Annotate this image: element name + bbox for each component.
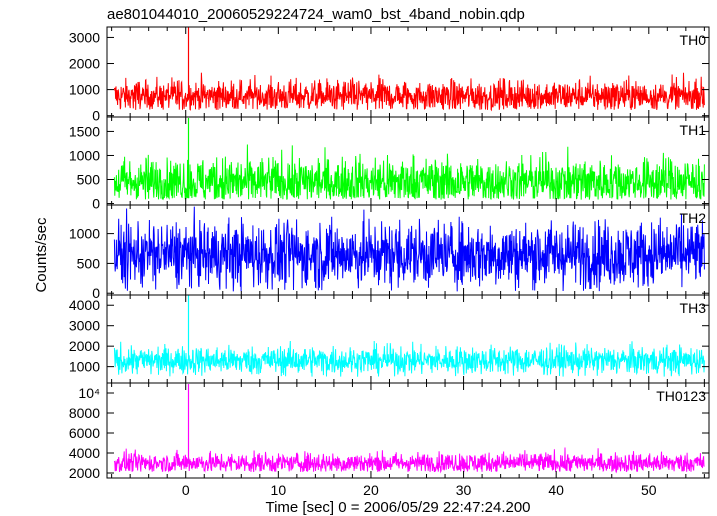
panel-th3: 1000 2000 3000 4000 TH3 [69,294,710,384]
chart-title: ae801044010_20060529224724_wam0_bst_4ban… [107,6,525,23]
series-line-th0123 [113,447,705,474]
y-tick-label: 10⁴ [78,385,100,401]
series-line-th1 [113,144,705,201]
series-line-th0 [113,72,705,112]
x-tick-label: 10 [271,482,287,498]
y-tick-label: 0 [92,196,100,212]
y-tick-label: 1000 [69,226,100,242]
y-tick-label: 4000 [69,445,100,461]
panel-th1: 0 500 1000 1500 TH1 [69,116,710,212]
x-tick-label: 40 [548,482,564,498]
panel-label: TH2 [680,210,707,226]
y-tick-label: 6000 [69,425,100,441]
panel-label: TH0123 [656,388,706,404]
y-tick-label: 1000 [69,359,100,375]
panel-th0: 0 1000 2000 3000 TH0 [69,26,710,124]
y-tick-label: 0 [92,108,100,124]
y-tick-label: 3000 [69,318,100,334]
panel-label: TH3 [680,300,707,316]
x-tick-label: 30 [456,482,472,498]
y-tick-label: 2000 [69,56,100,72]
y-tick-label: 2000 [69,338,100,354]
y-axis-label: Counts/sec [33,217,50,293]
y-tick-label: 1500 [69,123,100,139]
x-tick-label: 0 [182,482,190,498]
panel-th0123: 2000 4000 6000 8000 10⁴ TH0123 [69,382,710,481]
x-tick-label: 20 [363,482,379,498]
x-axis-label: Time [sec] 0 = 2006/05/29 22:47:24.200 [265,499,530,516]
y-tick-label: 1000 [69,82,100,98]
y-tick-label: 0 [92,285,100,301]
panel-frame [106,294,710,384]
panel-label: TH1 [680,122,707,138]
y-tick-label: 500 [77,255,101,271]
y-tick-label: 3000 [69,29,100,45]
y-tick-label: 4000 [69,297,100,313]
x-tick-label: 50 [641,482,657,498]
series-line-th2 [113,206,705,292]
panel-label: TH0 [680,32,707,48]
panel-th2: 0 500 1000 TH2 [69,204,710,301]
series-line-th3 [113,340,705,377]
y-tick-label: 2000 [69,465,100,481]
y-tick-label: 500 [77,172,101,188]
y-tick-label: 8000 [69,405,100,421]
y-tick-label: 1000 [69,147,100,163]
